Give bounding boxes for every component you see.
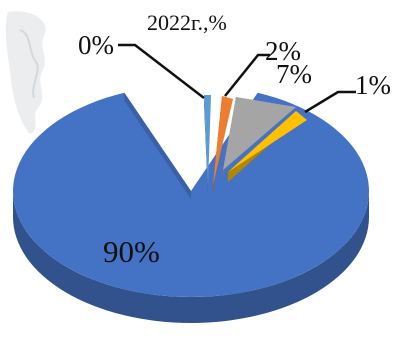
slice-label-1pct: 1%: [355, 70, 391, 100]
slice-label-2pct: 2%: [265, 36, 301, 66]
slice-face-1: [228, 111, 307, 172]
slice-label-7pct: 7%: [276, 59, 312, 89]
leader-2pct: [224, 53, 270, 97]
slice-90-side: [13, 191, 369, 323]
slice-wall-0.4: [204, 95, 208, 197]
slice-label-0pct: 0%: [78, 30, 114, 60]
slice-face-7: [223, 97, 296, 170]
leader-1pct: [304, 90, 356, 114]
slice-face-0.4: [204, 95, 211, 187]
background-map-texture: [5, 11, 46, 135]
slice-label-90pct: 90%: [103, 234, 160, 269]
slice-90-top: [12, 92, 370, 298]
leader-0pct: [118, 43, 205, 99]
slice-face-2: [213, 96, 233, 185]
leader-lines: [118, 43, 356, 114]
pie-group: [12, 92, 370, 323]
chart-title: 2022г.,%: [147, 10, 227, 35]
slice-90-cut-wall: [124, 92, 191, 199]
